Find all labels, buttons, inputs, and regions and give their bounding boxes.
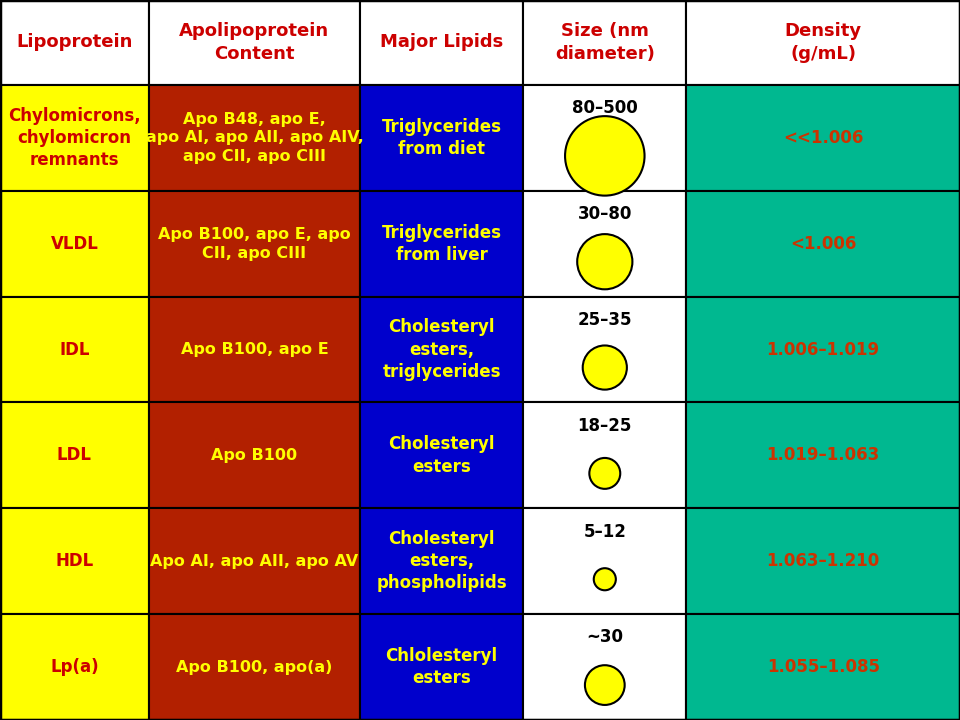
Text: Lp(a): Lp(a) [50, 658, 99, 676]
Ellipse shape [585, 665, 625, 705]
Bar [0, 614, 149, 720]
Bar [523, 614, 686, 720]
Bar [0, 297, 149, 402]
Bar [686, 85, 960, 191]
Bar [686, 0, 960, 85]
Text: 80–500: 80–500 [572, 99, 637, 117]
Ellipse shape [565, 116, 644, 196]
Text: Apo AI, apo AII, apo AV: Apo AI, apo AII, apo AV [151, 554, 358, 569]
Text: Triglycerides
from liver: Triglycerides from liver [382, 224, 501, 264]
Bar [149, 85, 360, 191]
Text: 30–80: 30–80 [578, 205, 632, 223]
Ellipse shape [583, 346, 627, 390]
Text: Density
(g/mL): Density (g/mL) [784, 22, 862, 63]
Ellipse shape [593, 568, 616, 590]
Bar [149, 191, 360, 297]
Text: 25–35: 25–35 [578, 311, 632, 329]
Text: Apo B100, apo E, apo
CII, apo CIII: Apo B100, apo E, apo CII, apo CIII [158, 227, 350, 261]
Bar [523, 297, 686, 402]
Text: LDL: LDL [57, 446, 92, 464]
Bar [360, 297, 523, 402]
Text: Lipoprotein: Lipoprotein [16, 33, 132, 51]
Ellipse shape [577, 234, 633, 289]
Text: Apo B100, apo E: Apo B100, apo E [180, 342, 328, 357]
Text: 1.019–1.063: 1.019–1.063 [767, 446, 879, 464]
Text: 18–25: 18–25 [578, 417, 632, 435]
Text: Apo B100: Apo B100 [211, 448, 298, 463]
Text: Triglycerides
from diet: Triglycerides from diet [382, 118, 501, 158]
Bar [523, 508, 686, 614]
Text: 1.055–1.085: 1.055–1.085 [767, 658, 879, 676]
Bar [360, 402, 523, 508]
Bar [360, 0, 523, 85]
Text: HDL: HDL [56, 552, 93, 570]
Text: Cholesteryl
esters: Cholesteryl esters [389, 436, 494, 475]
Bar [149, 0, 360, 85]
Bar [523, 0, 686, 85]
Bar [686, 297, 960, 402]
Text: Major Lipids: Major Lipids [380, 33, 503, 51]
Bar [686, 508, 960, 614]
Bar [523, 191, 686, 297]
Text: Apolipoprotein
Content: Apolipoprotein Content [180, 22, 329, 63]
Bar [360, 614, 523, 720]
Bar [149, 297, 360, 402]
Text: Chylomicrons,
chylomicron
remnants: Chylomicrons, chylomicron remnants [8, 107, 141, 169]
Text: ~30: ~30 [587, 629, 623, 647]
Ellipse shape [589, 458, 620, 489]
Bar [0, 402, 149, 508]
Text: Cholesteryl
esters,
triglycerides: Cholesteryl esters, triglycerides [382, 318, 501, 381]
Bar [686, 402, 960, 508]
Bar [360, 85, 523, 191]
Bar [686, 614, 960, 720]
Text: <1.006: <1.006 [790, 235, 856, 253]
Text: Apo B100, apo(a): Apo B100, apo(a) [177, 660, 332, 675]
Bar [686, 191, 960, 297]
Bar [0, 85, 149, 191]
Text: Chlolesteryl
esters: Chlolesteryl esters [386, 647, 497, 687]
Text: 1.063–1.210: 1.063–1.210 [767, 552, 879, 570]
Bar [149, 614, 360, 720]
Bar [149, 402, 360, 508]
Bar [360, 191, 523, 297]
Text: 1.006–1.019: 1.006–1.019 [767, 341, 879, 359]
Bar [0, 191, 149, 297]
Text: Cholesteryl
esters,
phospholipids: Cholesteryl esters, phospholipids [376, 530, 507, 593]
Bar [523, 402, 686, 508]
Text: VLDL: VLDL [51, 235, 98, 253]
Bar [360, 508, 523, 614]
Text: Size (nm
diameter): Size (nm diameter) [555, 22, 655, 63]
Text: 5–12: 5–12 [584, 523, 626, 541]
Text: Apo B48, apo E,
apo AI, apo AII, apo AIV,
apo CII, apo CIII: Apo B48, apo E, apo AI, apo AII, apo AIV… [146, 112, 363, 164]
Bar [149, 508, 360, 614]
Text: <<1.006: <<1.006 [783, 129, 863, 147]
Bar [523, 85, 686, 191]
Bar [0, 508, 149, 614]
Bar [0, 0, 149, 85]
Text: IDL: IDL [60, 341, 89, 359]
